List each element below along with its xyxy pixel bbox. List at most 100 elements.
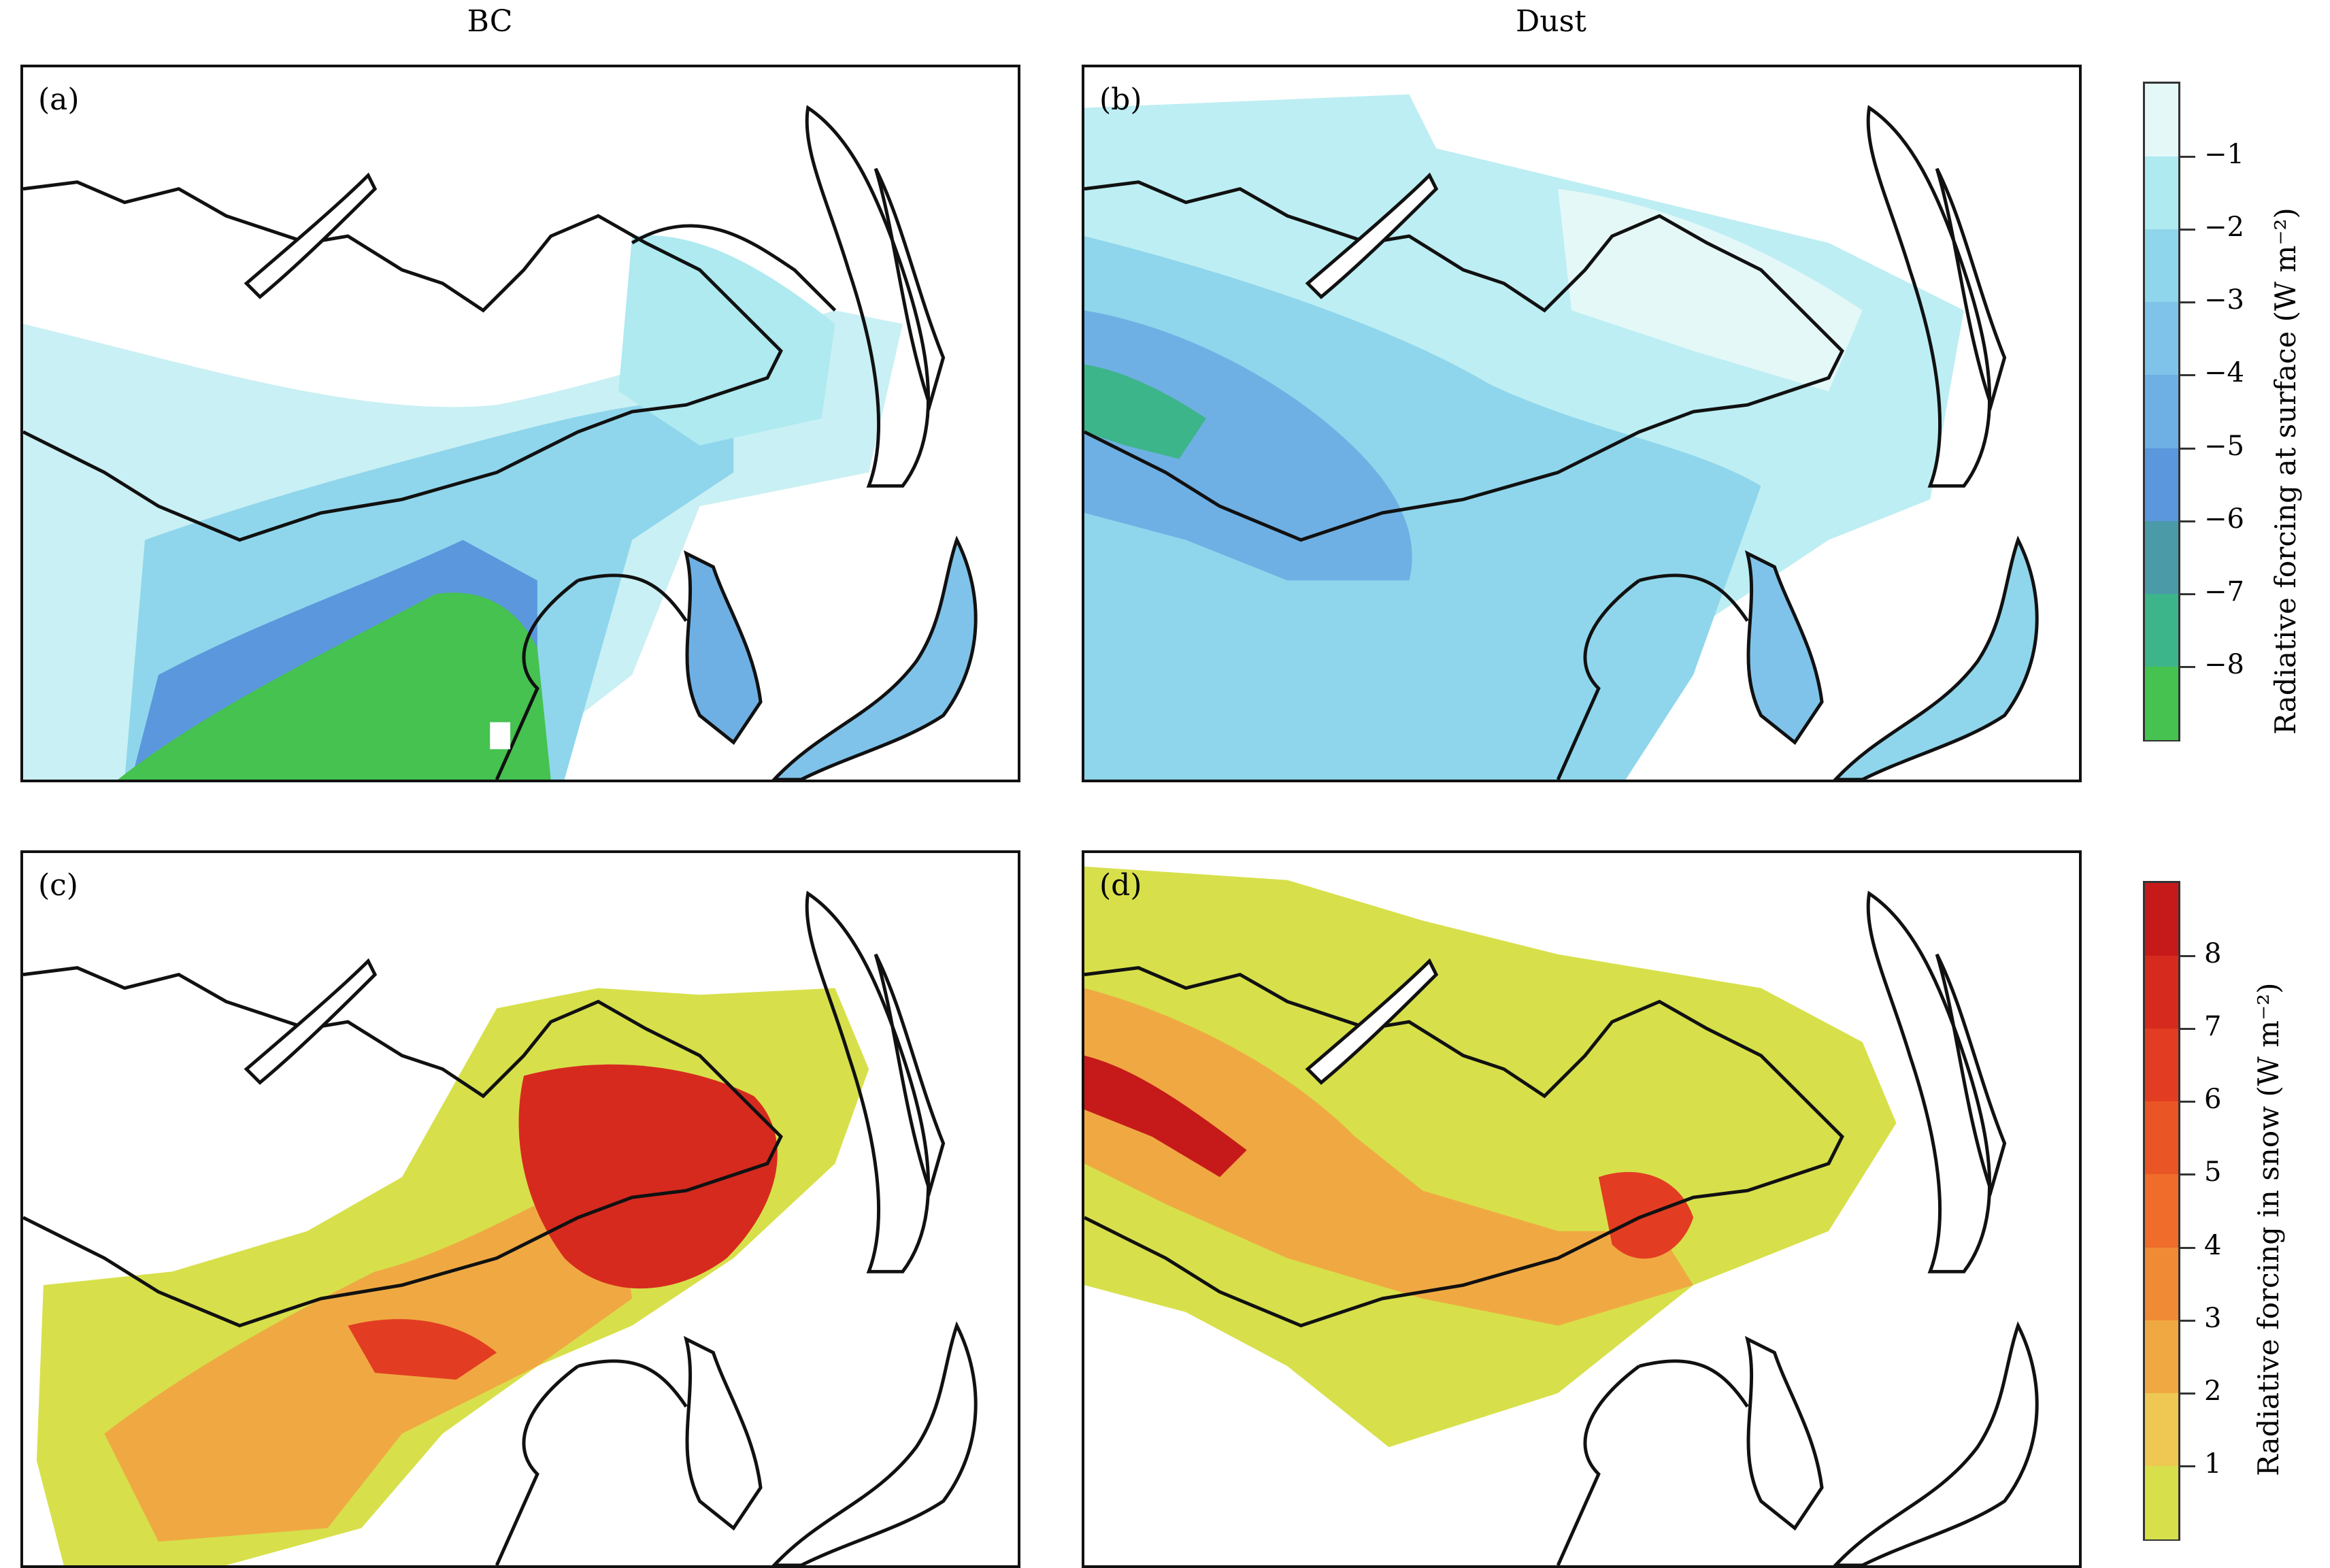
colorbar-surface-tick-label: −8 <box>2204 648 2244 680</box>
colorbar-snow-segment <box>2145 1029 2178 1103</box>
map-a-canvas <box>23 105 978 780</box>
colorbar-surface-tick-mark <box>2180 301 2195 304</box>
lake-baikal-c <box>244 958 378 1085</box>
map-c-canvas <box>23 890 978 1565</box>
map-b-canvas <box>1084 67 2079 780</box>
coast-korea-b <box>1744 550 1824 746</box>
colorbar-snow-tick-label: 7 <box>2204 1011 2222 1043</box>
border-mongolia-d <box>1084 966 1844 1328</box>
field-c-red <box>518 1064 778 1289</box>
coast-japan-c <box>771 1321 978 1565</box>
field-b-green <box>1084 364 1207 459</box>
field-d-yellow <box>1084 866 1897 1448</box>
coast-siberia-d <box>1866 890 1991 1273</box>
colorbar-surface-tick-mark <box>2180 593 2195 595</box>
colorbar-surface-tick-label: −5 <box>2204 430 2244 462</box>
colorbar-surface-tick-mark <box>2180 520 2195 522</box>
field-a-ne <box>618 235 835 446</box>
field-c-red2 <box>348 1319 497 1380</box>
coast-china-d <box>1556 1359 1749 1565</box>
colorbar-snow-tick-label: 2 <box>2204 1375 2222 1407</box>
field-a-green <box>118 593 551 780</box>
map-panel-c: (c) <box>20 850 1020 1568</box>
colorbar-surface <box>2143 82 2180 741</box>
colorbar-snow <box>2143 881 2180 1541</box>
coast-japan-a <box>771 535 978 780</box>
lake-baikal-b <box>1305 172 1439 299</box>
field-d-orange <box>1084 988 1694 1326</box>
border-mongolia-c <box>23 966 783 1328</box>
colorbar-snow-segment <box>2145 1101 2178 1175</box>
colorbar-surface-tick-label: −2 <box>2204 212 2244 244</box>
colorbar-snow-tick-mark <box>2180 1465 2195 1467</box>
colorbar-snow-tick-mark <box>2180 1392 2195 1395</box>
coast-japan-b <box>1833 535 2039 780</box>
colorbar-surface-tick-label: −7 <box>2204 576 2244 607</box>
colorbar-surface-segment <box>2145 666 2178 740</box>
missing-cell-a <box>490 722 511 750</box>
map-d-canvas <box>1084 866 2039 1565</box>
colorbar-snow-segment <box>2145 956 2178 1030</box>
colorbar-snow-tick-mark <box>2180 1101 2195 1103</box>
colorbar-snow-tick-mark <box>2180 1173 2195 1176</box>
coast-korea-d <box>1744 1335 1824 1531</box>
colorbar-surface-tick-label: −6 <box>2204 503 2244 535</box>
field-b-dark <box>1084 310 1412 581</box>
colorbar-surface-segment <box>2145 448 2178 522</box>
border-mongolia-a <box>23 180 783 542</box>
colorbar-snow-tick-mark <box>2180 1028 2195 1031</box>
colorbar-surface-tick-mark <box>2180 374 2195 377</box>
colorbar-snow-tick-mark <box>2180 1246 2195 1249</box>
colorbar-surface-title: Radiative forcing at surface (W m⁻²) <box>2269 207 2302 735</box>
colorbar-surface-segment <box>2145 593 2178 667</box>
lake-baikal-d <box>1305 958 1439 1085</box>
border-mongolia-b <box>1084 180 1844 542</box>
colorbar-snow-segment <box>2145 1392 2178 1467</box>
colorbar-surface-tick-mark <box>2180 229 2195 231</box>
lake-baikal-a <box>244 172 378 299</box>
colorbar-surface-tick-mark <box>2180 156 2195 159</box>
map-panel-a: (a) <box>20 65 1020 782</box>
coast-siberia-a <box>805 105 930 488</box>
coast-japan-d <box>1833 1321 2039 1565</box>
coast-china-b <box>1556 573 1749 780</box>
border-russia-a <box>631 224 837 312</box>
colorbar-surface-tick-mark <box>2180 665 2195 668</box>
colorbar-snow-tick-mark <box>2180 1319 2195 1322</box>
coast-china-c <box>495 1359 688 1565</box>
column-title-dust: Dust <box>1516 4 1586 39</box>
colorbar-snow-tick-label: 3 <box>2204 1302 2222 1334</box>
colorbar-surface-tick-mark <box>2180 447 2195 450</box>
colorbar-surface-segment <box>2145 84 2178 158</box>
field-c-orange <box>104 1204 633 1542</box>
coast-siberia-b <box>1866 105 1991 488</box>
colorbar-snow-segment <box>2145 883 2178 957</box>
colorbar-surface-segment <box>2145 302 2178 376</box>
coast-siberia-c <box>805 890 930 1273</box>
field-d-red <box>1084 1055 1247 1178</box>
colorbar-snow-segment <box>2145 1174 2178 1248</box>
coast-korea-c <box>683 1335 763 1531</box>
coast-china-a <box>495 573 688 780</box>
colorbar-snow-tick-label: 4 <box>2204 1229 2222 1261</box>
field-b-ne <box>1558 188 1863 392</box>
colorbar-snow-title: Radiative forcing in snow (W m⁻²) <box>2252 982 2285 1476</box>
colorbar-snow-segment <box>2145 1465 2178 1539</box>
colorbar-snow-tick-mark <box>2180 955 2195 958</box>
colorbar-surface-segment <box>2145 520 2178 595</box>
colorbar-surface-segment <box>2145 375 2178 449</box>
colorbar-surface-segment <box>2145 229 2178 303</box>
colorbar-snow-tick-label: 6 <box>2204 1084 2222 1116</box>
column-title-bc: BC <box>467 4 513 39</box>
colorbar-snow-tick-label: 1 <box>2204 1448 2222 1480</box>
map-panel-b: (b) <box>1082 65 2082 782</box>
map-panel-d: (d) <box>1082 850 2082 1568</box>
panel-label-d: (d) <box>1099 868 1142 903</box>
colorbar-snow-segment <box>2145 1320 2178 1394</box>
coast-korea-a <box>683 550 763 746</box>
colorbar-surface-tick-label: −4 <box>2204 357 2244 389</box>
colorbar-surface-segment <box>2145 156 2178 231</box>
panel-label-b: (b) <box>1099 82 1142 117</box>
colorbar-surface-tick-label: −3 <box>2204 284 2244 316</box>
colorbar-snow-segment <box>2145 1247 2178 1321</box>
